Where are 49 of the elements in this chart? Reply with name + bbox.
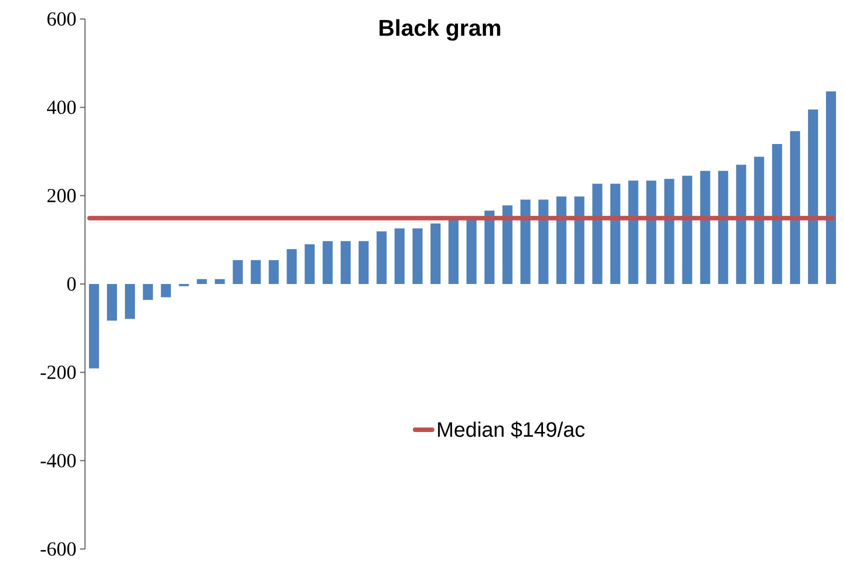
bar	[376, 231, 387, 284]
y-tick-label: -600	[40, 542, 76, 556]
y-tick-label: 600	[47, 12, 76, 26]
y-tick-label: 200	[47, 188, 76, 202]
bar	[592, 184, 602, 284]
bar	[790, 131, 800, 284]
bar	[124, 284, 135, 319]
bar	[664, 178, 674, 284]
bar	[322, 241, 333, 284]
legend-label: Median $149/ac	[438, 421, 585, 438]
y-tick-label: -400	[40, 454, 76, 468]
bar	[736, 164, 746, 284]
bar	[358, 241, 369, 284]
bar	[232, 260, 243, 284]
bar	[430, 223, 441, 284]
bar	[250, 260, 261, 284]
bar	[214, 279, 225, 284]
y-tick-label: 0	[67, 277, 76, 291]
bar	[754, 156, 764, 284]
bar	[772, 144, 782, 284]
bar	[646, 180, 656, 284]
bar	[412, 228, 423, 284]
y-tick-label: 400	[46, 100, 76, 114]
bar	[286, 249, 297, 284]
bar	[106, 284, 117, 321]
chart-title: Black gram	[380, 19, 500, 41]
bar	[808, 110, 818, 284]
bar	[700, 170, 710, 284]
bar	[826, 91, 836, 284]
bar	[628, 180, 638, 284]
bar	[88, 284, 99, 368]
bar	[556, 196, 566, 284]
bar	[538, 200, 548, 284]
bar	[142, 284, 153, 300]
bar	[718, 170, 728, 284]
bar	[610, 184, 620, 284]
bar	[304, 244, 315, 284]
bar	[268, 260, 279, 284]
bar	[520, 200, 530, 284]
y-tick-label: -200	[40, 366, 76, 380]
bar	[502, 205, 512, 284]
bar	[394, 228, 405, 284]
bar	[178, 284, 189, 286]
bar	[196, 279, 207, 284]
bar	[340, 241, 351, 284]
bar	[682, 176, 692, 284]
bar	[484, 210, 494, 284]
bar	[160, 284, 171, 298]
bar	[574, 196, 584, 284]
